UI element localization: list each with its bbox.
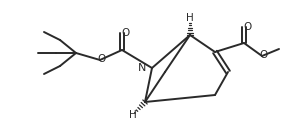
Text: H: H <box>129 110 137 120</box>
Text: O: O <box>259 50 267 60</box>
Text: O: O <box>121 28 129 38</box>
Text: N: N <box>138 63 146 73</box>
Text: O: O <box>97 54 105 64</box>
Text: O: O <box>243 22 251 32</box>
Text: H: H <box>186 13 194 23</box>
